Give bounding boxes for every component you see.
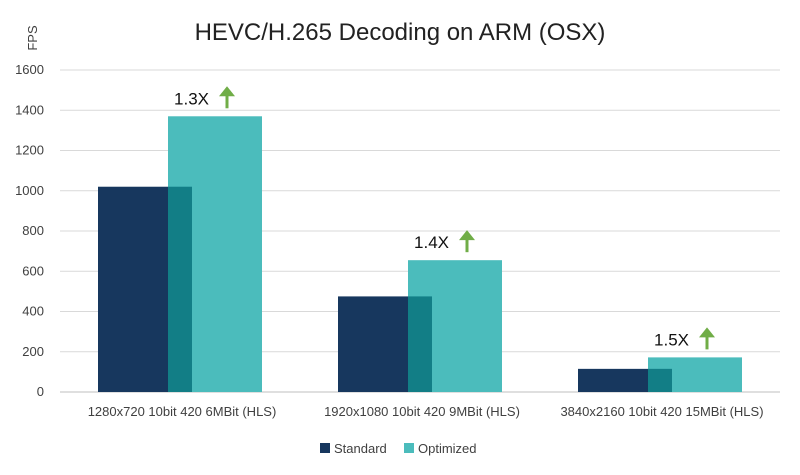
legend-swatch-optimized [404, 443, 414, 453]
y-tick-label: 1600 [15, 62, 44, 77]
y-tick-labels: 0 200 400 600 800 1000 1200 1400 1600 [15, 62, 44, 399]
y-tick-label: 1400 [15, 102, 44, 117]
y-tick-label: 1000 [15, 183, 44, 198]
bar-overlap [648, 368, 672, 392]
chart-title: HEVC/H.265 Decoding on ARM (OSX) [195, 19, 606, 46]
legend: Standard Optimized [320, 441, 477, 456]
y-tick-label: 400 [22, 304, 44, 319]
y-tick-label: 800 [22, 223, 44, 238]
y-tick-label: 1200 [15, 143, 44, 158]
speedup-label: 1.3X [174, 89, 209, 108]
up-arrow-head-icon [459, 230, 475, 241]
bars [98, 116, 742, 392]
legend-label-standard: Standard [334, 441, 387, 456]
bar-overlap [168, 186, 192, 392]
speedup-label: 1.5X [654, 330, 689, 349]
category-label: 1280x720 10bit 420 6MBit (HLS) [88, 404, 277, 419]
up-arrow-head-icon [699, 327, 715, 338]
category-labels: 1280x720 10bit 420 6MBit (HLS) 1920x1080 … [88, 404, 764, 419]
category-label: 3840x2160 10bit 420 15MBit (HLS) [560, 404, 763, 419]
y-tick-label: 200 [22, 344, 44, 359]
y-tick-label: 600 [22, 263, 44, 278]
up-arrow-head-icon [219, 86, 235, 97]
bar-overlap [408, 296, 432, 392]
annotations: 1.3X 1.4X 1.5X [174, 86, 715, 350]
legend-swatch-standard [320, 443, 330, 453]
category-label: 1920x1080 10bit 420 9MBit (HLS) [324, 404, 520, 419]
y-tick-label: 0 [37, 384, 44, 399]
legend-label-optimized: Optimized [418, 441, 477, 456]
speedup-label: 1.4X [414, 233, 449, 252]
y-axis-label: FPS [25, 25, 40, 51]
